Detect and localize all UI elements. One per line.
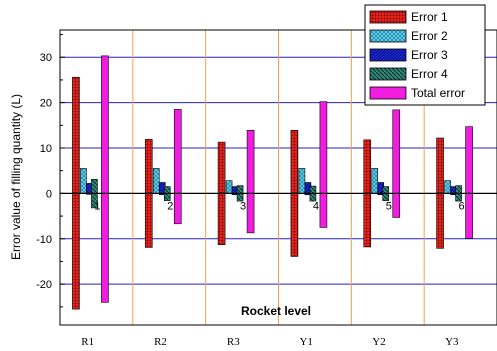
x-category-label: Y3 bbox=[445, 336, 459, 348]
legend-label-error4: Error 4 bbox=[411, 67, 448, 81]
y-tick-label: 0 bbox=[46, 188, 52, 200]
bar-error2 bbox=[225, 180, 233, 194]
x-category-label: Y2 bbox=[372, 336, 385, 348]
x-category-label: R2 bbox=[154, 336, 167, 348]
legend-swatch-error1 bbox=[369, 10, 407, 24]
labels-layer: -20 -10 0 10 20 30 R1 R2 R3 Y1 Y2 Y3 1 2 3 4 5 6 bbox=[36, 52, 465, 348]
group-number-label: 6 bbox=[459, 200, 465, 212]
group-number-label: 5 bbox=[386, 200, 392, 212]
group-number-label: 1 bbox=[94, 200, 100, 212]
x-axis-title: Rocket level bbox=[241, 304, 311, 318]
y-tick-label: 30 bbox=[40, 52, 52, 64]
y-tick-label: 20 bbox=[40, 98, 52, 110]
legend-label-error1: Error 1 bbox=[411, 10, 448, 24]
legend-label-total: Total error bbox=[411, 86, 465, 100]
bar-error2 bbox=[298, 168, 306, 194]
legend-swatch-error4 bbox=[369, 67, 407, 81]
x-category-label: Y1 bbox=[299, 336, 312, 348]
gridlines bbox=[60, 30, 497, 325]
legend-swatch-error3 bbox=[369, 48, 407, 62]
group-number-label: 2 bbox=[167, 200, 173, 212]
bar-error2 bbox=[371, 168, 379, 194]
legend-swatch-error2 bbox=[369, 29, 407, 43]
bar-total-error bbox=[246, 130, 255, 234]
legend-label-error2: Error 2 bbox=[411, 29, 448, 43]
y-tick-label: -10 bbox=[36, 234, 52, 246]
legend: Error 1 Error 2 Error 3 Error 4 Total er… bbox=[364, 4, 486, 106]
bar-total-error bbox=[465, 126, 473, 239]
bar-total-error bbox=[319, 101, 328, 228]
bar-total-error bbox=[173, 109, 182, 225]
bar-error2 bbox=[444, 180, 451, 194]
group-number-label: 4 bbox=[313, 200, 319, 212]
bar-total-error bbox=[101, 55, 109, 303]
bar-total-error bbox=[392, 109, 401, 218]
bar-error2 bbox=[80, 168, 87, 194]
y-tick-label: 10 bbox=[40, 143, 52, 155]
legend-label-error3: Error 3 bbox=[411, 48, 448, 62]
axes-layer bbox=[59, 29, 497, 326]
y-axis-title: Error value of filling quantity (L) bbox=[9, 94, 23, 260]
group-number-label: 3 bbox=[240, 200, 246, 212]
y-tick-label: -20 bbox=[36, 279, 52, 291]
bar-error2 bbox=[152, 168, 160, 194]
legend-swatch-total bbox=[369, 86, 407, 100]
plot-frame bbox=[59, 29, 497, 326]
x-category-label: R3 bbox=[227, 336, 240, 348]
x-category-label: R1 bbox=[81, 336, 94, 348]
